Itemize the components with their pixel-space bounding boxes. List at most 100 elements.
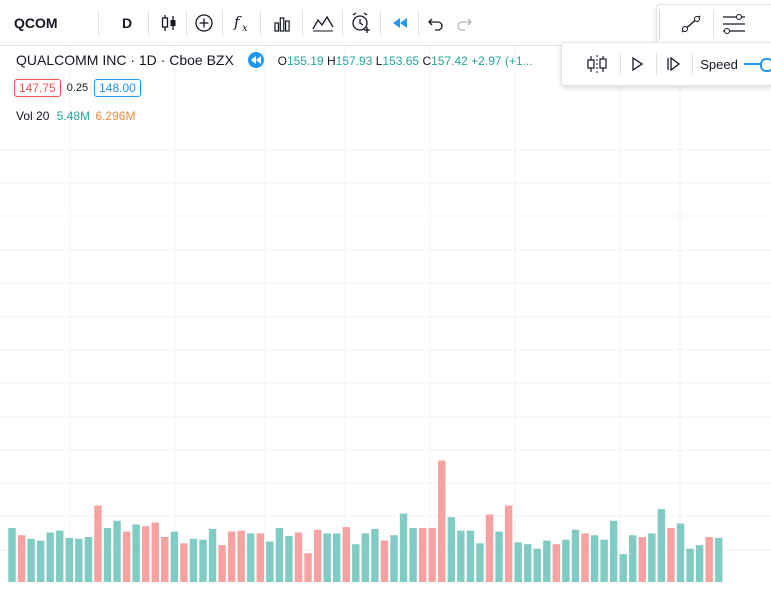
volume-bar — [676, 523, 685, 582]
volume-bar — [667, 528, 675, 582]
volume-bar — [275, 528, 284, 582]
volume-bar — [466, 530, 475, 582]
symbol-legend: QUALCOMM INC · 1D · Cboe BZX O155.19 H15… — [16, 52, 533, 68]
replay-play-button[interactable] — [624, 51, 650, 77]
volume-bar — [418, 528, 427, 582]
undo-icon — [428, 18, 443, 31]
volume-bar — [189, 538, 198, 582]
spread-value: 0.25 — [66, 82, 89, 94]
volume-bar — [227, 531, 236, 582]
speed-slider[interactable] — [744, 63, 768, 65]
volume-bar — [65, 537, 73, 582]
volume-bar — [122, 531, 131, 582]
volume-bar — [170, 531, 179, 582]
financials-button[interactable] — [268, 8, 296, 38]
candles-icon — [161, 15, 176, 31]
volume-bar — [17, 535, 26, 582]
volume-bar — [571, 529, 580, 582]
volume-bar — [75, 538, 83, 582]
volume-bar — [629, 535, 637, 582]
volume-bar — [103, 528, 112, 582]
replay-forward-button[interactable] — [660, 51, 686, 77]
undo-button[interactable] — [422, 8, 450, 38]
toolbar-separator — [98, 10, 99, 36]
volume-legend: Vol 20 5.48M 6.296M — [16, 109, 135, 123]
volume-bar — [113, 520, 121, 582]
top-toolbar: QCOM D f x — [0, 0, 771, 46]
volume-bar — [533, 548, 541, 582]
replay-badge-icon[interactable] — [247, 52, 264, 68]
redo-icon — [457, 18, 472, 31]
volume-bar — [237, 530, 245, 582]
volume-bar — [390, 535, 398, 582]
volume-bar — [648, 533, 656, 582]
volume-bar — [619, 554, 627, 582]
volume-bar — [285, 536, 293, 582]
play-icon — [632, 56, 644, 72]
volume-bar — [266, 541, 274, 582]
bid-ask-panel: 147.75 0.25 148.00 — [14, 79, 141, 97]
volume-bar — [333, 533, 341, 582]
volume-bar — [27, 538, 35, 582]
volume-bar — [476, 543, 484, 582]
close-label: C — [422, 54, 432, 68]
volume-bars — [8, 460, 723, 582]
volume-bar — [199, 539, 207, 582]
volume-bar — [371, 528, 379, 582]
volume-ma-value: 6.296M — [95, 109, 136, 123]
volume-bar — [409, 528, 417, 582]
step-forward-icon — [667, 56, 681, 72]
volume-bar — [132, 524, 140, 582]
sell-price-button[interactable]: 147.75 — [14, 79, 61, 97]
chart-grid — [0, 46, 771, 585]
close-value: 157.42 — [431, 54, 468, 68]
volume-bar — [218, 545, 226, 582]
replay-rewind-icon — [393, 18, 407, 28]
toolbar-separator — [692, 53, 693, 75]
drag-handle[interactable] — [659, 9, 660, 39]
volume-bar — [342, 527, 350, 582]
fx-button[interactable]: f x — [228, 8, 256, 38]
toolbar-separator — [148, 10, 149, 36]
fx-icon: f x — [233, 13, 248, 34]
volume-value: 5.48M — [56, 109, 91, 123]
replay-toolbar: Speed — [561, 42, 771, 86]
volume-bar — [8, 528, 16, 582]
redo-button[interactable] — [450, 8, 478, 38]
toolbar-separator — [713, 10, 714, 38]
symbol-search-button[interactable]: QCOM — [14, 15, 58, 31]
speed-slider-handle[interactable] — [760, 58, 771, 72]
toolbar-separator — [418, 10, 419, 36]
volume-bar — [161, 537, 169, 582]
volume-bar — [543, 540, 551, 582]
ohlc-values: O155.19 H157.93 L153.65 C157.42 +2.97 (+… — [278, 54, 533, 68]
volume-bar — [447, 517, 455, 582]
fib-tool-button[interactable] — [719, 10, 749, 38]
volume-bar — [256, 533, 264, 582]
volume-bar — [304, 553, 312, 582]
trendline-tool-button[interactable] — [677, 10, 705, 38]
change-value: +2.97 (+1... — [471, 54, 533, 68]
volume-bar — [581, 533, 589, 582]
volume-bar — [705, 537, 713, 582]
replay-button[interactable] — [386, 8, 414, 38]
volume-bar — [323, 533, 331, 582]
replay-select-bar-button[interactable] — [582, 51, 612, 77]
interval-button[interactable]: D — [121, 15, 133, 31]
volume-bar — [208, 528, 217, 582]
toolbar-separator — [620, 53, 621, 75]
volume-bar — [609, 520, 618, 582]
indicators-button[interactable] — [190, 8, 218, 38]
volume-label: Vol 20 — [16, 109, 50, 123]
volume-bar — [495, 531, 503, 582]
volume-bar — [361, 533, 370, 582]
volume-bar — [294, 532, 303, 582]
volume-bar — [352, 544, 360, 582]
chart-style-button[interactable] — [155, 8, 183, 38]
templates-button[interactable] — [308, 8, 338, 38]
alert-button[interactable] — [347, 8, 375, 38]
svg-text:x: x — [242, 23, 248, 34]
buy-price-button[interactable]: 148.00 — [94, 79, 141, 97]
bar-chart-icon — [274, 17, 290, 32]
